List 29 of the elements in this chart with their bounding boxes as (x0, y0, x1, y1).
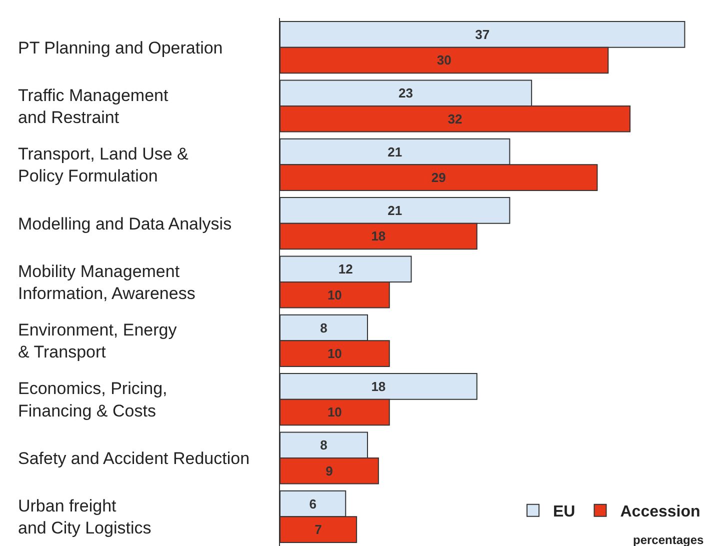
y-tick-label: Transport, Land Use & Policy Formulation (18, 144, 190, 186)
data-label: 23 (398, 86, 414, 101)
data-label: 6 (309, 496, 316, 512)
data-label: 18 (371, 378, 386, 394)
data-label: 8 (320, 438, 328, 453)
data-label: 18 (371, 228, 386, 244)
data-label: 21 (388, 144, 402, 160)
data-label: 37 (475, 26, 490, 42)
y-tick-label: Environment, Energy & Transport (18, 320, 178, 362)
data-label: 10 (327, 404, 342, 420)
data-label: 7 (314, 522, 322, 538)
y-tick-label: PT Planning and Operation (18, 38, 223, 58)
y-tick-label: Mobility Management Information, Awareness (18, 262, 196, 303)
data-label: 10 (327, 287, 342, 302)
y-tick-label: Safety and Accident Reduction (18, 448, 250, 468)
data-label: 9 (326, 463, 333, 478)
data-label: 10 (327, 346, 342, 362)
data-label: 29 (431, 170, 446, 186)
data-label: 21 (388, 202, 402, 218)
legend-label: EU (553, 504, 576, 521)
data-label: 32 (448, 111, 462, 126)
y-tick-label: Modelling and Data Analysis (18, 214, 232, 234)
y-tick-label: Traffic Management and Restraint (18, 86, 169, 127)
y-tick-label: Economics, Pricing, Financing & Costs (18, 379, 168, 420)
data-label: 12 (338, 262, 353, 277)
y-tick-label: Urban freight and City Logistics (18, 496, 152, 538)
legend-label: Accession (620, 504, 700, 521)
data-label: 30 (436, 52, 452, 68)
data-label: 8 (320, 320, 328, 336)
